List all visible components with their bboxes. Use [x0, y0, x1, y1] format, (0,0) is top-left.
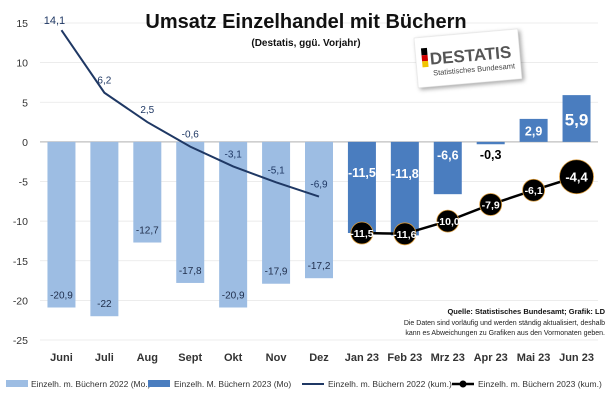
line-label: -5,1 [267, 165, 285, 176]
line-marker [393, 222, 417, 246]
x-ticks: Juni Juli Aug Sept Okt Nov Dez Jan 23 Feb 23 Mrz … [50, 352, 594, 364]
bar [90, 141, 119, 317]
line-label: -6,1 [525, 185, 543, 197]
x-tick-label: Apr 23 [474, 352, 508, 364]
bar-label: -11,5 [348, 166, 376, 180]
y-tick-label: 15 [16, 18, 28, 30]
y-tick-label: -10 [13, 216, 28, 228]
bar [519, 118, 548, 142]
legend-item-line-2023: Einzelh. m. Büchern 2023 (kum.) [452, 379, 602, 389]
line-label: 14,1 [44, 15, 65, 27]
legend-marker-line-2023 [459, 380, 467, 388]
bar [305, 141, 333, 279]
bars [47, 95, 591, 317]
source-line-1: Quelle: Statistisches Bundesamt; Grafik:… [447, 307, 605, 316]
x-tick-label: Juni [50, 352, 73, 364]
line-marker [479, 193, 503, 216]
x-tick-label: Mrz 23 [431, 352, 465, 364]
legend-swatch-bar-2023 [148, 380, 170, 387]
legend-item-bar-2022: Einzelh. m. Büchern 2022 (Mo.) [6, 379, 151, 389]
bar-label: -17,2 [308, 261, 331, 272]
legend-label-bar-2023: Einzelh. M. Büchern 2023 (Mo) [174, 379, 291, 389]
bar-label: -6,6 [437, 148, 459, 162]
data-labels: -20,9 -22 -12,7 -17,8 -20,9 -17,9 -17,2 -11,5 -1… [44, 15, 589, 310]
bar-label: -20,9 [222, 291, 245, 302]
legend-swatch-bar-2022 [6, 380, 28, 387]
y-tick-label: -25 [13, 335, 28, 347]
line-marker [559, 159, 594, 195]
bar [176, 141, 205, 283]
logo-flag-black [420, 47, 428, 56]
line-label: -11,5 [350, 228, 374, 240]
source-line-3: kann es Abweichungen zu Grafiken aus den… [405, 330, 605, 337]
line-label: -6,9 [310, 180, 328, 191]
bar [476, 141, 505, 145]
source-line-2: Die Daten sind vorläufig und werden stän… [404, 320, 605, 327]
x-tick-label: Okt [224, 352, 243, 364]
line-label: -7,9 [482, 199, 500, 211]
bar [262, 141, 291, 284]
logo-flag-gold [422, 60, 429, 68]
bar-label: -17,8 [179, 266, 202, 277]
legend-item-bar-2023: Einzelh. M. Büchern 2023 (Mo) [148, 379, 291, 389]
bar-label: -17,9 [265, 267, 288, 278]
bar-label: -20,9 [50, 291, 73, 302]
line-label: 2,5 [140, 105, 154, 116]
x-tick-label: Feb 23 [387, 352, 422, 364]
logo-flag-red [421, 54, 429, 62]
legend-item-line-2022: Einzelh. m. Büchern 2022 (kum.) [302, 379, 452, 389]
x-tick-label: Nov [266, 352, 288, 364]
x-tick-label: Jun 23 [559, 352, 594, 364]
x-tick-label: Dez [309, 352, 329, 364]
bar [133, 141, 162, 243]
x-tick-label: Jan 23 [345, 352, 379, 364]
bar-label: -0,3 [480, 148, 502, 162]
x-tick-label: Juli [95, 352, 114, 364]
destatis-logo: DESTATIS Statistisches Bundesamt [413, 28, 523, 89]
line-label: -3,1 [225, 149, 243, 160]
bar-label: 2,9 [525, 124, 542, 138]
source-note: Quelle: Statistisches Bundesamt; Grafik:… [404, 307, 606, 337]
x-tick-label: Mai 23 [517, 352, 551, 364]
bar [562, 95, 591, 142]
bar [347, 141, 376, 234]
bar-label: -12,7 [136, 226, 159, 237]
y-ticks: 15 10 5 0 -5 -10 -15 -20 -25 [13, 18, 28, 347]
y-tick-label: -5 [19, 177, 28, 189]
legend: Einzelh. m. Büchern 2022 (Mo.) Einzelh. … [6, 379, 602, 389]
y-tick-label: 0 [22, 137, 28, 149]
chart-title: Umsatz Einzelhandel mit Büchern [145, 11, 466, 33]
line-label: -4,4 [565, 170, 588, 185]
bar [47, 141, 76, 308]
x-tick-label: Aug [137, 352, 158, 364]
lines [60, 29, 594, 246]
legend-label-bar-2022: Einzelh. m. Büchern 2022 (Mo.) [31, 379, 151, 389]
legend-label-line-2023: Einzelh. m. Büchern 2023 (kum.) [478, 379, 602, 389]
line-series-2022-cumulative [60, 29, 320, 198]
chart-subtitle: (Destatis, ggü. Vorjahr) [251, 38, 360, 49]
line-marker [436, 209, 460, 233]
bar [390, 141, 419, 236]
bar-label: -11,8 [391, 167, 419, 181]
bar-label: -22 [97, 299, 112, 310]
line-label: -11,6 [393, 229, 417, 241]
line-label: -10,0 [436, 216, 460, 228]
logo-card [413, 28, 523, 89]
y-tick-label: -15 [13, 256, 28, 268]
line-marker [350, 221, 374, 245]
bar-label: 5,9 [565, 110, 589, 129]
line-label: -0,6 [182, 130, 200, 141]
legend-label-line-2022: Einzelh. m. Büchern 2022 (kum.) [328, 379, 452, 389]
bar [433, 141, 462, 195]
line-label: 6,2 [97, 76, 111, 87]
y-tick-label: -20 [13, 295, 28, 307]
y-tick-label: 5 [22, 97, 28, 109]
x-tick-label: Sept [178, 352, 202, 364]
y-tick-label: 10 [16, 58, 28, 70]
line-marker [522, 178, 546, 202]
